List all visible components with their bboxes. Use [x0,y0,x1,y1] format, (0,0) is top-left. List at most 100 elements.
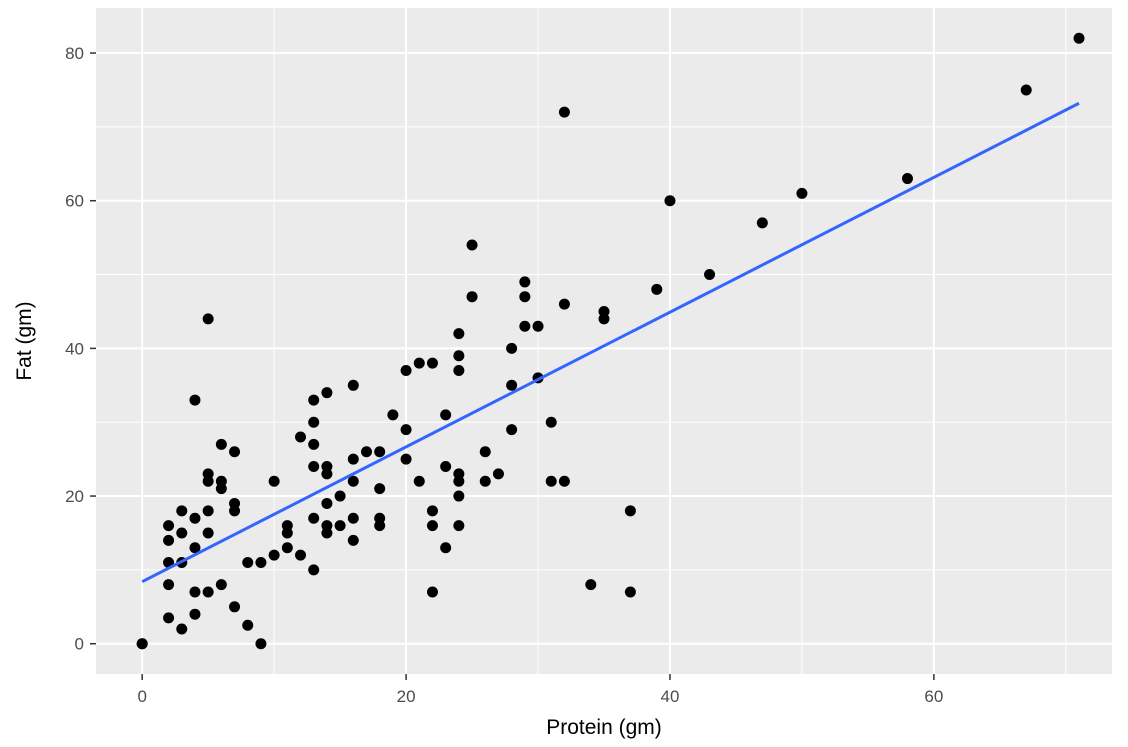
x-axis-title: Protein (gm) [546,716,662,739]
data-point [400,424,412,436]
data-point [413,357,425,369]
data-point [176,623,188,635]
data-point [598,313,610,325]
data-point [202,586,214,598]
data-point [255,557,267,569]
data-point [308,394,320,406]
data-point [189,608,201,620]
x-tick-label: 0 [137,687,146,706]
data-point [163,534,175,546]
data-point [651,283,663,295]
data-point [426,505,438,517]
data-point [558,475,570,487]
data-point [624,505,636,517]
data-point [347,379,359,391]
data-point [558,298,570,310]
x-tick-label: 40 [661,687,680,706]
minor-gridlines [96,8,1112,674]
data-point [558,106,570,118]
data-point [229,601,241,613]
data-point [360,446,372,458]
data-point [426,586,438,598]
data-point [242,619,254,631]
data-point [321,497,333,509]
data-point [242,557,254,569]
y-tick-label: 60 [65,192,84,211]
data-point [295,431,307,443]
data-point [308,416,320,428]
data-point [453,328,465,340]
data-point [202,527,214,539]
data-point [440,542,452,554]
data-point [189,542,201,554]
y-axis-title: Fat (gm) [13,301,36,380]
y-tick-label: 0 [75,635,84,654]
data-point [453,350,465,362]
data-point [215,579,227,591]
data-point [492,468,504,480]
data-point [281,527,293,539]
data-point [704,269,716,281]
data-point [901,173,913,185]
data-point [189,512,201,524]
data-point [176,505,188,517]
data-point [506,379,518,391]
data-point [374,483,386,495]
data-point [466,239,478,251]
data-point [189,394,201,406]
data-point [453,520,465,532]
data-point [1073,32,1085,44]
data-point [374,520,386,532]
data-point [229,505,241,517]
data-point [136,638,148,650]
data-point [440,409,452,421]
data-point [163,579,175,591]
data-point [1020,84,1032,96]
data-point [229,446,241,458]
data-point [796,187,808,199]
data-point [347,534,359,546]
x-axis-ticks: 0 20 40 60 [137,674,943,706]
data-point [308,438,320,450]
data-point [387,409,399,421]
data-point [347,512,359,524]
data-point [163,520,175,532]
data-point [202,313,214,325]
data-point [308,512,320,524]
data-point [585,579,597,591]
data-point [413,475,425,487]
data-point [202,475,214,487]
data-point [545,475,557,487]
data-point [215,438,227,450]
data-point [255,638,267,650]
data-point [519,291,531,303]
y-tick-label: 40 [65,339,84,358]
data-point [532,320,544,332]
regression-line [141,101,1080,584]
data-point [321,468,333,480]
data-point [189,586,201,598]
data-point [281,542,293,554]
data-point [347,475,359,487]
data-point [400,453,412,465]
data-point [624,586,636,598]
data-point [453,490,465,502]
data-point [453,475,465,487]
data-point [163,612,175,624]
data-point [453,365,465,377]
major-gridlines [96,8,1112,674]
data-points [136,32,1085,650]
data-point [426,357,438,369]
data-point [347,453,359,465]
data-point [215,483,227,495]
data-point [176,527,188,539]
y-tick-label: 80 [65,44,84,63]
data-point [308,564,320,576]
data-point [506,342,518,354]
data-point [400,365,412,377]
data-point [545,416,557,428]
data-point [466,291,478,303]
data-point [308,461,320,473]
data-point [295,549,307,561]
